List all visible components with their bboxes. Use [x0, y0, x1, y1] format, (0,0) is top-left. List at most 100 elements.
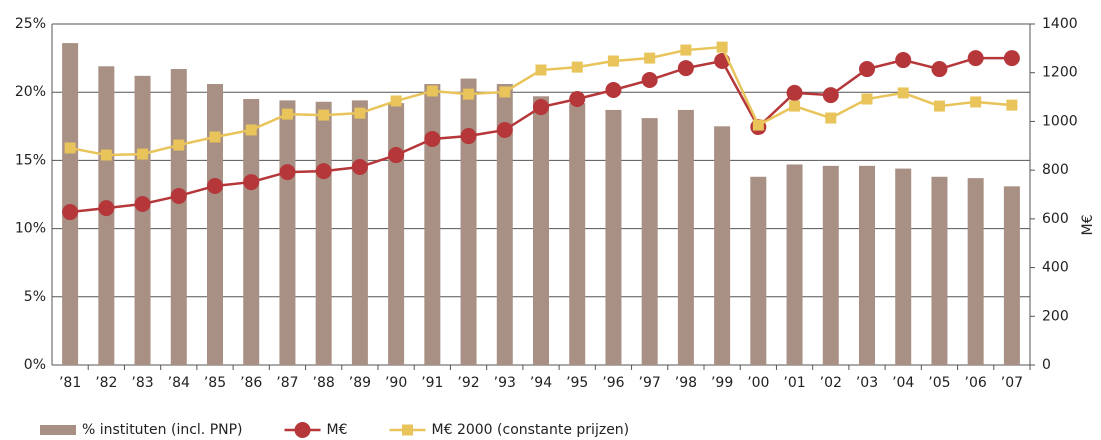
x-tick-label: ’99 [711, 375, 733, 391]
point [786, 84, 803, 101]
x-tick-label: ’96 [602, 375, 624, 391]
x-tick-label: ’89 [349, 375, 371, 391]
point [318, 109, 330, 121]
point [680, 44, 692, 56]
point [62, 204, 79, 221]
point [535, 64, 547, 76]
point [426, 85, 438, 97]
x-tick-label: ’85 [204, 375, 226, 391]
point [98, 200, 115, 217]
y2-tick-label: 800 [1042, 162, 1069, 178]
y-tick-label: 25% [15, 16, 46, 32]
x-tick-label: ’95 [566, 375, 588, 391]
bar [1003, 186, 1020, 365]
bar [931, 176, 948, 365]
bar [496, 84, 513, 366]
bar [750, 176, 767, 365]
point [209, 131, 221, 143]
y2-tick-label: 1400 [1042, 16, 1078, 32]
y-tick-label: 15% [15, 152, 46, 168]
point [137, 148, 149, 160]
bar [967, 178, 984, 365]
point [895, 52, 912, 69]
x-tick-label: ’91 [421, 375, 443, 391]
x-tick-label: ’94 [530, 375, 552, 391]
point [641, 72, 658, 89]
bar [315, 101, 332, 366]
point [388, 147, 405, 164]
x-tick-label: ’07 [1001, 375, 1023, 391]
bar [786, 164, 803, 365]
point [354, 107, 366, 119]
x-tick-label: ’98 [675, 375, 697, 391]
bar [895, 168, 912, 365]
y-tick-label: 5% [24, 289, 46, 305]
bar [533, 96, 549, 366]
point [100, 149, 112, 161]
point [931, 61, 948, 78]
point [279, 164, 296, 181]
y2-tick-label: 600 [1042, 211, 1069, 227]
y2-axis-label: M€ [1080, 215, 1096, 236]
x-tick-label: ’92 [457, 375, 479, 391]
x-tick-label: ’97 [639, 375, 661, 391]
x-tick-label: ’01 [783, 375, 805, 391]
bar [714, 126, 731, 365]
point [499, 86, 511, 98]
point [424, 130, 441, 147]
point [605, 82, 622, 99]
bar [677, 109, 694, 365]
bar [605, 109, 622, 365]
point [207, 177, 223, 194]
point [170, 187, 187, 204]
y-tick-label: 0% [24, 357, 46, 373]
y2-tick-label: 200 [1042, 308, 1069, 324]
bar [569, 103, 586, 365]
y-tick-label: 20% [15, 84, 46, 100]
x-tick-label: ’83 [131, 375, 153, 391]
bar [243, 99, 260, 366]
point [970, 96, 982, 108]
point [496, 121, 513, 138]
bar [134, 75, 151, 365]
point [533, 99, 549, 116]
y2-tick-label: 1000 [1042, 113, 1078, 129]
x-tick-label: ’03 [856, 375, 878, 391]
point [897, 87, 909, 99]
x-tick-label: ’93 [494, 375, 516, 391]
x-tick-label: ’87 [276, 375, 298, 391]
point [390, 95, 402, 107]
point [822, 87, 839, 104]
point [134, 195, 151, 212]
point [571, 61, 583, 73]
y2-tick-label: 1200 [1042, 65, 1078, 81]
point [351, 158, 368, 175]
legend-label: % instituten (incl. PNP) [82, 422, 243, 438]
point [1003, 50, 1020, 67]
x-tick-label: ’05 [928, 375, 950, 391]
point [967, 50, 984, 67]
point [245, 124, 257, 136]
point [1006, 99, 1018, 111]
legend-label: M€ 2000 (constante prijzen) [432, 422, 630, 438]
point [243, 174, 260, 191]
x-tick-label: ’06 [965, 375, 987, 391]
bar [388, 103, 405, 365]
point [859, 61, 875, 78]
point [789, 100, 801, 112]
y2-tick-label: 0 [1042, 357, 1051, 373]
x-tick-label: ’90 [385, 375, 407, 391]
y2-tick-label: 400 [1042, 260, 1069, 276]
bar [207, 84, 223, 366]
x-tick-label: ’00 [747, 375, 769, 391]
bar [460, 78, 477, 365]
point [716, 41, 728, 53]
point [173, 139, 185, 151]
y-tick-label: 10% [15, 221, 46, 237]
bar [351, 100, 368, 365]
point [460, 128, 477, 145]
bar [859, 165, 875, 365]
x-tick-label: ’84 [168, 375, 190, 391]
bar [641, 118, 658, 365]
